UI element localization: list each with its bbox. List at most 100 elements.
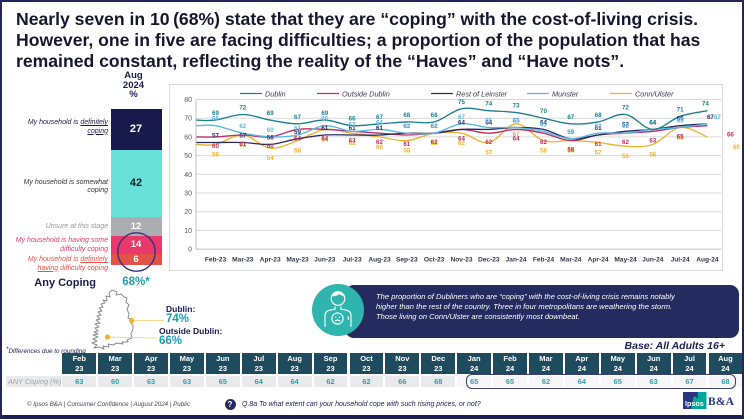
svg-text:57: 57 [595, 150, 602, 157]
svg-text:66: 66 [727, 132, 734, 139]
svg-text:69: 69 [212, 110, 219, 117]
svg-text:59: 59 [294, 129, 301, 136]
svg-text:60: 60 [212, 143, 219, 150]
svg-text:Jul-24: Jul-24 [671, 257, 690, 264]
svg-text:66: 66 [321, 116, 328, 123]
svg-text:64: 64 [513, 135, 520, 142]
svg-text:58: 58 [567, 147, 574, 154]
svg-text:30: 30 [184, 191, 192, 198]
svg-text:65: 65 [485, 118, 492, 125]
svg-text:72: 72 [622, 105, 629, 112]
svg-text:62: 62 [540, 139, 547, 146]
svg-text:67: 67 [458, 114, 465, 121]
svg-text:62: 62 [458, 140, 465, 147]
svg-text:May-24: May-24 [614, 257, 637, 264]
svg-text:Apr-23: Apr-23 [260, 257, 281, 264]
svg-text:64: 64 [294, 135, 301, 142]
svg-text:Nov-23: Nov-23 [451, 257, 473, 264]
svg-text:70: 70 [540, 108, 547, 115]
svg-text:64: 64 [376, 119, 383, 126]
svg-text:64: 64 [321, 135, 328, 142]
svg-text:62: 62 [431, 140, 438, 147]
svg-text:73: 73 [513, 103, 520, 110]
svg-text:62: 62 [403, 123, 410, 130]
svg-text:Apr-24: Apr-24 [588, 257, 609, 264]
svg-text:62: 62 [485, 139, 492, 146]
svg-text:Munster: Munster [552, 90, 579, 99]
svg-text:68: 68 [403, 112, 410, 119]
svg-text:64: 64 [649, 119, 656, 126]
svg-text:61: 61 [321, 125, 328, 132]
svg-text:65: 65 [677, 134, 684, 141]
svg-text:55: 55 [622, 153, 629, 160]
svg-text:Mar-24: Mar-24 [560, 257, 582, 264]
svg-text:61: 61 [403, 141, 410, 148]
svg-text:57: 57 [212, 133, 219, 140]
svg-text:58: 58 [403, 148, 410, 155]
svg-text:56: 56 [212, 151, 219, 158]
svg-text:62: 62 [349, 140, 356, 147]
svg-text:Ipsos: Ipsos [685, 399, 704, 408]
svg-text:65: 65 [677, 118, 684, 125]
svg-text:70: 70 [184, 116, 192, 123]
svg-text:69: 69 [321, 110, 328, 117]
svg-text:71: 71 [677, 106, 684, 113]
svg-text:63: 63 [349, 121, 356, 128]
svg-text:62: 62 [431, 123, 438, 130]
svg-text:Rest of Leinster: Rest of Leinster [456, 90, 508, 99]
svg-text:68: 68 [595, 112, 602, 119]
svg-text:62: 62 [622, 123, 629, 130]
svg-text:64: 64 [458, 119, 465, 126]
svg-text:65: 65 [677, 135, 684, 142]
svg-text:67: 67 [513, 131, 520, 138]
svg-text:Jul-23: Jul-23 [343, 257, 362, 264]
svg-text:61: 61 [239, 141, 246, 148]
svg-text:62: 62 [403, 123, 410, 130]
svg-text:Aug-23: Aug-23 [368, 257, 391, 264]
svg-text:Conn/Ulster: Conn/Ulster [635, 90, 674, 99]
svg-text:20: 20 [184, 209, 192, 216]
svg-text:64: 64 [649, 119, 656, 126]
svg-text:Jun-24: Jun-24 [642, 257, 664, 264]
svg-text:40: 40 [184, 172, 192, 179]
svg-text:67: 67 [376, 114, 383, 121]
svg-text:Sep-23: Sep-23 [396, 257, 418, 264]
svg-text:72: 72 [239, 105, 246, 112]
svg-text:61: 61 [294, 125, 301, 132]
svg-text:Mar-23: Mar-23 [232, 257, 254, 264]
svg-text:69: 69 [267, 110, 274, 117]
svg-text:67: 67 [707, 114, 714, 121]
svg-text:59: 59 [567, 129, 574, 136]
svg-text:62: 62 [239, 123, 246, 130]
svg-text:60: 60 [267, 143, 274, 150]
svg-text:62: 62 [595, 123, 602, 130]
svg-text:68: 68 [431, 112, 438, 119]
svg-text:63: 63 [622, 121, 629, 128]
svg-text:60: 60 [184, 134, 192, 141]
svg-text:63: 63 [540, 121, 547, 128]
svg-text:57: 57 [239, 133, 246, 140]
svg-text:May-23: May-23 [286, 257, 309, 264]
svg-text:62: 62 [622, 139, 629, 146]
svg-text:75: 75 [458, 99, 465, 106]
svg-text:64: 64 [458, 135, 465, 142]
svg-text:Aug-24: Aug-24 [696, 257, 719, 264]
svg-text:60: 60 [733, 144, 740, 151]
svg-text:62: 62 [431, 139, 438, 146]
svg-text:56: 56 [267, 134, 274, 141]
svg-text:Jun-23: Jun-23 [314, 257, 336, 264]
svg-text:54: 54 [267, 155, 274, 162]
svg-text:59: 59 [567, 129, 574, 136]
svg-text:62: 62 [376, 139, 383, 146]
svg-text:74: 74 [702, 101, 709, 108]
svg-text:61: 61 [595, 125, 602, 132]
svg-text:66: 66 [212, 116, 219, 123]
svg-text:60: 60 [267, 127, 274, 134]
svg-text:56: 56 [649, 151, 656, 158]
svg-text:Jan-24: Jan-24 [506, 257, 527, 264]
svg-text:60: 60 [376, 144, 383, 151]
svg-text:65: 65 [513, 118, 520, 125]
svg-text:0: 0 [188, 247, 192, 254]
svg-text:67: 67 [294, 114, 301, 121]
svg-text:Outside Dublin: Outside Dublin [342, 90, 390, 99]
